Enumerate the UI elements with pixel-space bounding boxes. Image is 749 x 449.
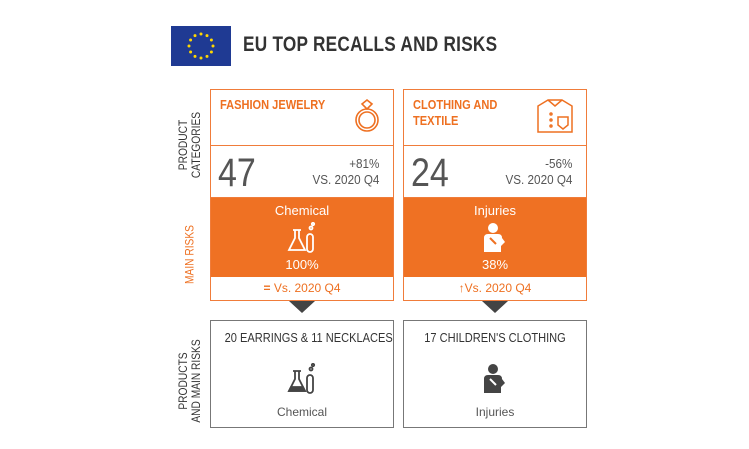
injured-person-icon: [404, 222, 586, 254]
category-name: CLOTHING AND TEXTILE: [413, 97, 498, 128]
equal-icon: =: [263, 281, 271, 295]
change-pct: -56%: [544, 156, 572, 171]
chemical-flask-icon: [211, 221, 393, 254]
trend-text: Vs. 2020 Q4: [273, 281, 341, 295]
products-card-clothing: 17 CHILDREN'S CLOTHING Injuries: [403, 320, 587, 428]
trend: = Vs. 2020 Q4: [211, 277, 393, 300]
page-title: EU TOP RECALLS AND RISKS: [243, 33, 498, 56]
chemical-flask-icon: [211, 362, 393, 395]
recall-count: 47: [218, 151, 256, 195]
trend: ↑Vs. 2020 Q4: [404, 277, 586, 300]
label-product-categories: PRODUCT CATEGORIES: [176, 111, 203, 179]
injured-person-icon: [404, 363, 586, 395]
change-pct: +81%: [348, 156, 379, 171]
risk-label: Chemical: [274, 203, 330, 218]
eu-flag-icon: [171, 26, 231, 66]
label-main-risks: MAIN RISKS: [182, 225, 197, 284]
label-line: AND MAIN RISKS: [189, 339, 203, 423]
change: -56% VS. 2020 Q4: [505, 156, 572, 188]
products-card-jewelry: 20 EARRINGS & 11 NECKLACES Chemical: [210, 320, 394, 428]
down-arrow-icon: [482, 301, 508, 313]
label-line: CATEGORIES: [189, 111, 203, 179]
risk-percentage: 38%: [481, 257, 509, 272]
risk-label: Chemical: [276, 405, 327, 419]
label-products-main-risks: PRODUCTS AND MAIN RISKS: [176, 334, 203, 428]
products-text: 20 EARRINGS & 11 NECKLACES: [224, 330, 393, 345]
products-text: 17 CHILDREN'S CLOTHING: [424, 330, 566, 345]
trend-text: Vs. 2020 Q4: [464, 281, 532, 295]
ring-icon: [353, 98, 381, 139]
down-arrow-icon: [289, 301, 315, 313]
risk-percentage: 100%: [285, 257, 319, 272]
risk-label: Injuries: [475, 405, 515, 419]
category-name: FASHION JEWELRY: [220, 97, 326, 112]
recall-count: 24: [411, 151, 449, 195]
risk-label: Injuries: [474, 203, 516, 218]
category-card-clothing: CLOTHING AND TEXTILE 24 -56% VS. 2020 Q4 …: [403, 89, 587, 301]
change-ref: VS. 2020 Q4: [311, 172, 379, 187]
arrow-up-icon: ↑: [458, 281, 465, 295]
change: +81% VS. 2020 Q4: [312, 156, 379, 188]
shirt-icon: [536, 98, 574, 139]
category-card-fashion-jewelry: FASHION JEWELRY 47 +81% VS. 2020 Q4 Chemi…: [210, 89, 394, 301]
change-ref: VS. 2020 Q4: [504, 172, 572, 187]
